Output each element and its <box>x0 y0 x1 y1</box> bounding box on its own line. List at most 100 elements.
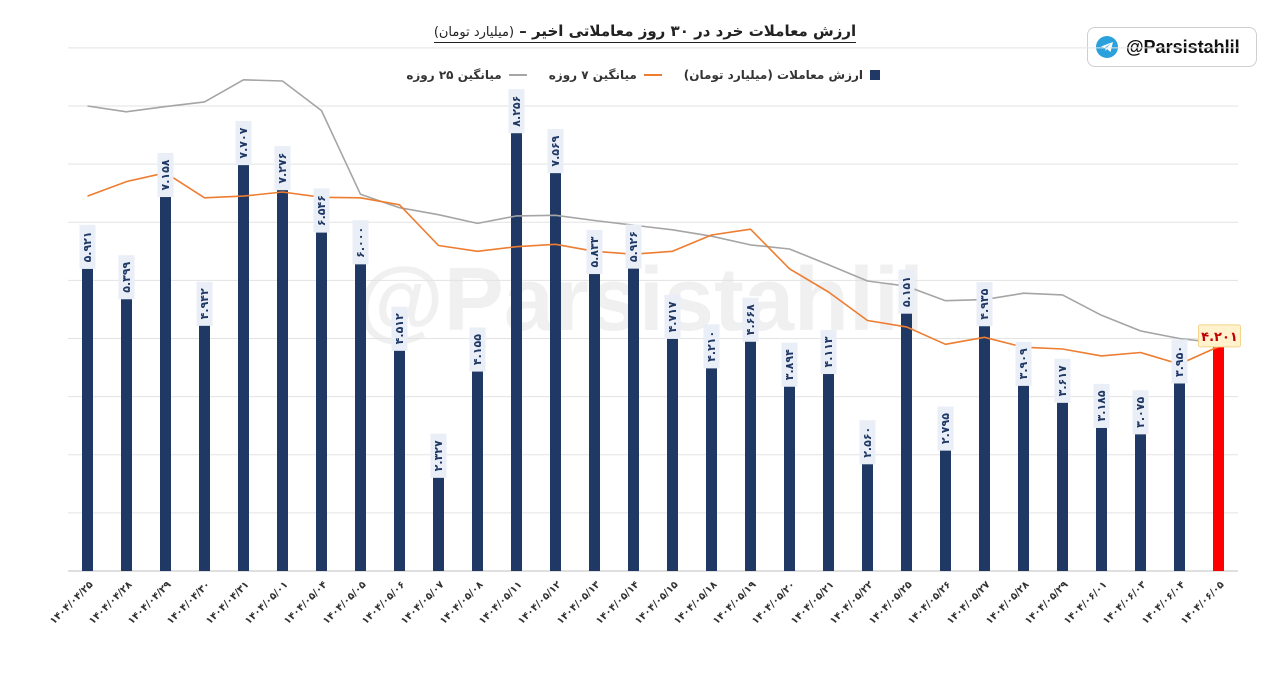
data-label: ۴.۵۱۲ <box>391 306 408 351</box>
data-label-text: ۸.۲۵۶ <box>510 96 523 127</box>
data-label: ۸.۲۵۶ <box>508 89 525 134</box>
data-label: ۵.۳۹۹ <box>118 255 135 300</box>
data-label-text: ۳.۱۸۵ <box>1095 390 1108 421</box>
data-label: ۷.۲۷۶ <box>274 146 291 191</box>
data-label-text: ۴.۲۱۰ <box>705 331 718 362</box>
data-label-box <box>352 220 369 265</box>
data-label-text: ۳.۹۰۹ <box>1017 348 1030 379</box>
bar <box>121 257 132 571</box>
chart-x-ticks: ۱۴۰۴/۰۴/۲۵۱۴۰۴/۰۴/۲۸۱۴۰۴/۰۴/۲۹۱۴۰۴/۰۴/۳۰… <box>48 579 1226 626</box>
data-label: ۷.۷۰۷ <box>235 121 252 166</box>
data-label: ۲.۵۶۰ <box>859 420 876 465</box>
bar <box>277 148 288 571</box>
bar <box>472 329 483 571</box>
data-label-box <box>313 188 330 233</box>
data-label-box <box>1198 324 1241 348</box>
data-label: ۴.۹۳۵ <box>976 282 993 327</box>
data-label-text: ۵.۸۳۳ <box>588 236 601 267</box>
data-label-text: ۵.۱۵۱ <box>900 276 913 307</box>
chart-title-text: ارزش معاملات خرد در ۳۰ روز معاملاتی اخیر <box>532 22 857 43</box>
bar <box>862 422 873 571</box>
chart-bars <box>82 91 1224 572</box>
data-label: ۳.۰۷۵ <box>1132 390 1149 435</box>
data-label-text: ۵.۹۲۶ <box>627 231 640 262</box>
legend-swatch-ma7 <box>643 74 662 76</box>
bar <box>1057 360 1068 571</box>
bar <box>1174 341 1185 571</box>
data-label: ۳.۶۱۷ <box>1054 358 1071 403</box>
bar <box>667 296 678 571</box>
data-label: ۷.۱۵۸ <box>157 152 174 198</box>
bar <box>1018 343 1029 571</box>
legend-item-ma7: میانگین ۷ روزه <box>549 68 662 82</box>
bar <box>511 91 522 572</box>
ma25-line <box>87 79 1219 344</box>
data-label: ۶.۰۰۰ <box>352 220 369 265</box>
data-label-text: ۴.۵۱۲ <box>393 313 406 344</box>
bar <box>1096 385 1107 571</box>
data-label-box <box>781 342 798 387</box>
brand-badge[interactable]: @Parsistahlil <box>1087 27 1257 67</box>
data-label: ۴.۹۴۲ <box>196 281 213 326</box>
bar <box>355 222 366 571</box>
data-label-box <box>1093 383 1110 428</box>
data-label-text: ۴.۷۱۷ <box>666 301 679 332</box>
data-label: ۵.۹۲۱ <box>79 224 96 269</box>
data-label-box <box>820 329 837 375</box>
legend-swatch-bar <box>870 70 880 80</box>
data-label-box <box>625 224 642 269</box>
data-label-box <box>118 255 135 300</box>
data-label-box <box>430 433 447 478</box>
brand-handle: @Parsistahlil <box>1126 36 1240 57</box>
data-label-text: ۷.۲۷۶ <box>276 153 289 184</box>
data-label-box <box>196 281 213 326</box>
data-label: ۴.۲۰۱ <box>1198 324 1241 348</box>
bar <box>979 284 990 571</box>
legend-item-value: ارزش معاملات (میلیارد تومان) <box>684 68 880 82</box>
bar <box>316 190 327 572</box>
data-label-text: ۲.۳۲۷ <box>432 440 445 471</box>
chart-title-unit: (میلیارد تومان) <box>433 25 515 43</box>
data-label-box <box>703 324 720 369</box>
data-label-box <box>79 224 96 269</box>
data-label-text: ۷.۱۵۸ <box>159 159 172 190</box>
data-label: ۵.۱۵۱ <box>898 269 915 314</box>
data-label: ۳.۹۵۰ <box>1171 339 1188 384</box>
data-label-box <box>235 121 252 166</box>
bar <box>745 299 756 571</box>
data-label-box <box>547 129 564 174</box>
bar <box>940 408 951 571</box>
bar <box>82 226 93 572</box>
data-label-text: ۶.۵۴۶ <box>315 195 328 226</box>
data-label: ۶.۵۴۶ <box>313 188 330 233</box>
data-label-box <box>1054 358 1071 403</box>
data-label: ۳.۹۰۹ <box>1015 341 1032 386</box>
data-label-text: ۵.۳۹۹ <box>120 261 133 292</box>
data-label-box <box>898 269 915 314</box>
data-label-text: ۴.۹۳۵ <box>978 288 991 319</box>
bar <box>628 226 639 571</box>
data-label-text: ۴.۱۱۳ <box>822 336 835 367</box>
bar <box>901 271 912 571</box>
data-label-text: ۴.۲۰۱ <box>1201 330 1238 345</box>
data-label-box <box>1015 341 1032 386</box>
data-label-box <box>157 152 174 198</box>
data-label: ۳.۱۸۵ <box>1093 383 1110 428</box>
legend-swatch-ma25 <box>508 74 527 76</box>
data-label-text: ۴.۶۶۸ <box>744 304 757 335</box>
data-label-box <box>586 229 603 275</box>
legend-label-ma7: میانگین ۷ روزه <box>548 68 637 82</box>
data-label: ۲.۳۲۷ <box>430 433 447 478</box>
data-label-text: ۷.۷۰۷ <box>237 127 250 158</box>
bar <box>706 326 717 571</box>
data-label-box <box>664 294 681 339</box>
data-label-box <box>391 306 408 351</box>
chart-data-labels: ۵.۹۲۱ ۵.۳۹۹ ۷.۱۵۸ ۴.۹۴۲ ۷.۷۰۷ ۷.۲۷۶ ۶.۵۴۶ ۶.۰۰۰… <box>79 89 1241 478</box>
data-label: ۴.۱۵۵ <box>469 327 486 372</box>
bar <box>199 283 210 571</box>
chart-grid <box>68 47 1238 572</box>
bar <box>589 231 600 571</box>
data-label-box <box>976 282 993 327</box>
data-label: ۷.۵۶۹ <box>547 129 564 174</box>
bar <box>550 131 561 571</box>
